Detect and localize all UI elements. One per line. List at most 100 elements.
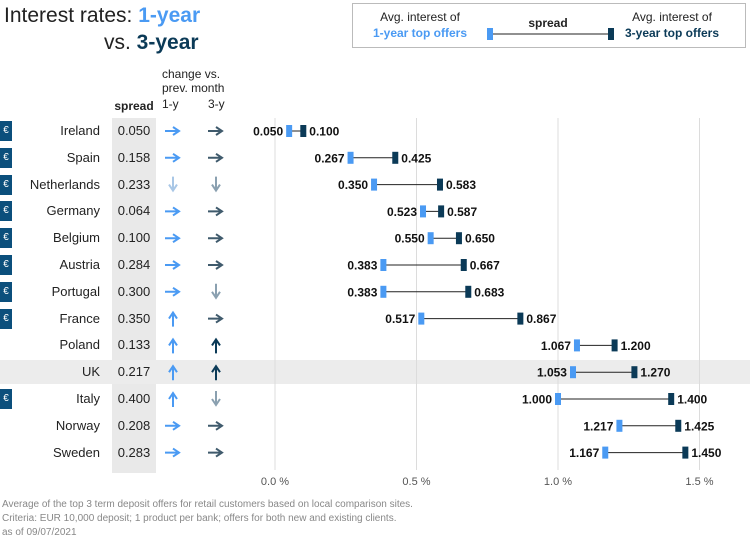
legend-middle: spread — [528, 16, 568, 30]
marker-1y — [427, 232, 434, 245]
value-label-3y: 0.587 — [447, 205, 477, 219]
value-label-1y: 1.067 — [541, 339, 571, 353]
value-label-3y: 0.683 — [474, 285, 504, 299]
marker-3y — [631, 366, 638, 379]
marker-1y — [573, 339, 580, 352]
spread-value: 0.064 — [117, 203, 151, 219]
marker-3y — [460, 259, 467, 271]
euro-icon: € — [0, 228, 12, 249]
legend-left-line1: Avg. interest of — [380, 10, 460, 24]
change-3y-arrow-icon — [211, 176, 221, 193]
header-3y: 3-y — [208, 97, 225, 111]
marker-3y — [438, 205, 445, 218]
value-label-1y: 1.053 — [537, 366, 567, 380]
value-label-3y: 0.425 — [401, 151, 431, 165]
value-label-1y: 0.267 — [315, 151, 345, 165]
change-header: change vs. prev. month — [162, 67, 224, 95]
change-3y-arrow-icon — [208, 126, 224, 136]
change-3y-arrow-icon — [211, 337, 221, 354]
change-3y-arrow-icon — [211, 364, 221, 381]
value-label-1y: 1.167 — [569, 446, 599, 460]
change-1y-arrow-icon — [165, 286, 181, 297]
marker-3y — [675, 419, 682, 432]
change-header-line1: change vs. — [162, 67, 221, 81]
legend-marker-1y — [487, 28, 493, 40]
x-tick-label: 1.0 % — [544, 476, 572, 488]
country-label: Poland — [59, 337, 100, 353]
marker-3y — [517, 312, 524, 325]
marker-3y — [465, 285, 472, 298]
spread-value: 0.050 — [117, 123, 151, 138]
country-label: Netherlands — [29, 176, 100, 192]
change-3y-arrow-icon — [208, 152, 224, 163]
marker-3y — [300, 125, 307, 137]
spread-value: 0.217 — [117, 364, 151, 380]
marker-3y — [668, 393, 675, 405]
marker-1y — [286, 125, 293, 137]
value-label-3y: 0.867 — [526, 312, 556, 326]
marker-1y — [420, 205, 427, 218]
country-label: UK — [81, 364, 100, 380]
footnote-3: as of 09/07/2021 — [2, 527, 77, 538]
change-1y-arrow-icon — [165, 420, 181, 431]
value-label-1y: 1.000 — [522, 393, 552, 407]
value-label-3y: 0.650 — [465, 232, 495, 246]
legend-left: Avg. interest of 1-year top offers — [365, 9, 475, 41]
x-tick-label: 1.5 % — [685, 476, 713, 488]
marker-3y — [611, 339, 618, 352]
country-label: Italy — [76, 391, 100, 406]
change-3y-arrow-icon — [208, 313, 224, 324]
legend-right-line2: 3-year top offers — [624, 26, 720, 40]
euro-icon: € — [0, 121, 12, 141]
spread-value: 0.283 — [117, 444, 151, 460]
change-1y-arrow-icon — [168, 337, 178, 354]
spread-header: spread — [114, 99, 154, 113]
legend-right: Avg. interest of 3-year top offers — [607, 9, 737, 41]
value-label-1y: 1.217 — [583, 419, 613, 433]
marker-1y — [616, 419, 623, 432]
spread-value: 0.208 — [117, 417, 151, 433]
change-3y-arrow-icon — [211, 283, 221, 300]
marker-1y — [371, 178, 378, 191]
euro-icon: € — [0, 308, 12, 329]
legend-right-line1: Avg. interest of — [632, 10, 712, 24]
value-label-1y: 0.550 — [395, 232, 425, 246]
country-label: France — [59, 310, 100, 326]
title-highlight-3y: 3-year — [136, 31, 199, 54]
value-label-1y: 0.517 — [385, 312, 415, 326]
x-tick-label: 0.5 % — [402, 476, 430, 488]
marker-3y — [682, 446, 689, 459]
euro-icon: € — [0, 281, 12, 302]
spread-value: 0.158 — [117, 149, 151, 165]
marker-1y — [380, 259, 387, 271]
value-label-1y: 0.523 — [387, 205, 417, 219]
country-label: Ireland — [60, 123, 100, 138]
change-3y-arrow-icon — [208, 233, 224, 244]
spread-value: 0.133 — [117, 337, 151, 353]
footnote-2: Criteria: EUR 10,000 deposit; 1 product … — [2, 513, 397, 524]
spread-value: 0.233 — [117, 176, 151, 192]
value-label-3y: 0.583 — [446, 178, 476, 192]
change-3y-arrow-icon — [208, 206, 224, 217]
value-label-3y: 0.667 — [470, 259, 500, 273]
marker-1y — [555, 393, 561, 405]
change-3y-arrow-icon — [211, 391, 221, 407]
marker-3y — [392, 151, 399, 164]
euro-icon: € — [0, 389, 12, 409]
marker-1y — [602, 446, 609, 459]
spread-value: 0.100 — [117, 230, 151, 246]
marker-3y — [455, 232, 462, 245]
legend-dumbbell — [487, 28, 614, 40]
change-1y-arrow-icon — [165, 233, 181, 244]
value-label-3y: 1.450 — [691, 446, 721, 460]
footnote-1: Average of the top 3 term deposit offers… — [2, 499, 413, 510]
marker-3y — [436, 178, 443, 191]
header-1y: 1-y — [162, 97, 179, 111]
marker-1y — [347, 151, 354, 164]
x-tick-label: 0.0 % — [261, 476, 289, 488]
value-label-3y: 1.200 — [621, 339, 651, 353]
value-label-1y: 0.383 — [347, 259, 377, 273]
legend-box: Avg. interest of 1-year top offers sprea… — [352, 3, 746, 48]
legend-marker-3y — [608, 28, 614, 40]
change-3y-arrow-icon — [208, 447, 224, 458]
